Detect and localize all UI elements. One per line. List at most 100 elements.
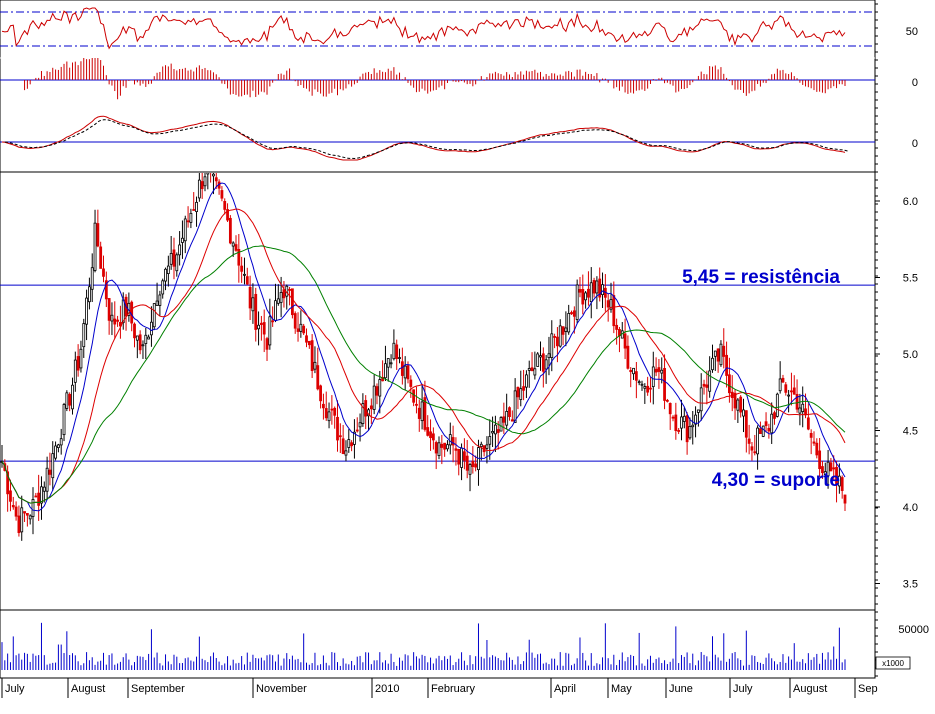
candle-body bbox=[378, 379, 382, 397]
candle-body bbox=[228, 217, 232, 244]
candle-body bbox=[259, 322, 263, 325]
candle-body bbox=[423, 397, 427, 430]
time-tick-label: August bbox=[793, 683, 827, 695]
time-tick-label: Sep bbox=[858, 683, 878, 695]
candle-body bbox=[420, 401, 424, 422]
candle-body bbox=[257, 324, 260, 330]
candle-body bbox=[155, 300, 159, 306]
candle-body bbox=[353, 431, 356, 445]
candle-body bbox=[434, 442, 438, 454]
candle-body bbox=[584, 292, 588, 301]
candle-body bbox=[88, 286, 91, 303]
candle-body bbox=[161, 280, 165, 295]
candle-body bbox=[358, 422, 362, 428]
candle-body bbox=[71, 384, 74, 410]
candle-body bbox=[606, 300, 610, 308]
candle-body bbox=[293, 313, 297, 329]
candle-body bbox=[210, 166, 212, 171]
price-layer bbox=[0, 166, 875, 541]
price-tick-label: 4.5 bbox=[903, 426, 918, 438]
candle-body bbox=[212, 173, 215, 177]
candle-body bbox=[527, 368, 531, 371]
candle-body bbox=[319, 385, 322, 402]
candle-body bbox=[736, 399, 740, 411]
candle-body bbox=[460, 447, 463, 468]
candle-body bbox=[663, 368, 666, 401]
candle-body bbox=[767, 427, 771, 432]
candle-body bbox=[14, 506, 18, 517]
candle-body bbox=[592, 280, 596, 294]
candle-body bbox=[764, 421, 768, 427]
candle-body bbox=[437, 442, 441, 456]
candle-body bbox=[671, 416, 675, 419]
candle-body bbox=[502, 416, 506, 423]
candle-body bbox=[829, 462, 833, 472]
candle-body bbox=[835, 466, 838, 486]
candle-body bbox=[719, 343, 723, 366]
candle-body bbox=[327, 411, 331, 422]
candle-body bbox=[533, 368, 537, 376]
candle-body bbox=[601, 284, 604, 296]
candle-body bbox=[99, 246, 103, 269]
macd-line bbox=[1, 115, 846, 161]
candle-body bbox=[587, 288, 590, 298]
candle-body bbox=[798, 407, 802, 414]
candle-body bbox=[62, 404, 66, 436]
candle-body bbox=[282, 289, 286, 299]
candle-body bbox=[56, 444, 60, 448]
candle-body bbox=[93, 222, 97, 271]
candle-body bbox=[384, 363, 387, 379]
candle-body bbox=[150, 321, 153, 336]
candle-body bbox=[454, 448, 458, 451]
macd-axis-label: 0 bbox=[912, 138, 918, 150]
candle-body bbox=[364, 400, 368, 417]
candle-body bbox=[775, 393, 779, 417]
candle-body bbox=[725, 354, 728, 376]
candle-body bbox=[324, 408, 328, 419]
candle-body bbox=[541, 353, 545, 372]
candle-body bbox=[713, 350, 717, 357]
candle-body bbox=[9, 490, 12, 502]
candle-body bbox=[575, 284, 579, 320]
candle-body bbox=[400, 361, 404, 376]
candle-body bbox=[479, 443, 483, 447]
candle-body bbox=[773, 412, 776, 419]
candle-body bbox=[634, 371, 638, 381]
panel-frames bbox=[0, 0, 876, 679]
candle-body bbox=[20, 507, 24, 533]
candle-body bbox=[237, 249, 241, 266]
time-tick-label: November bbox=[256, 683, 307, 695]
candle-body bbox=[415, 403, 418, 406]
candle-body bbox=[691, 424, 695, 428]
candle-body bbox=[102, 268, 105, 277]
price-panel-frame bbox=[0, 171, 876, 611]
candle-body bbox=[135, 335, 139, 341]
candle-body bbox=[668, 402, 672, 415]
candle-body bbox=[539, 355, 542, 358]
candle-body bbox=[699, 387, 703, 412]
candle-body bbox=[51, 453, 55, 479]
candle-body bbox=[570, 312, 573, 315]
oscillator-axis-label: 50 bbox=[906, 26, 918, 38]
candle-body bbox=[716, 348, 720, 362]
candle-body bbox=[28, 515, 32, 520]
time-tick-label: May bbox=[611, 683, 632, 695]
candle-body bbox=[172, 249, 176, 267]
candle-body bbox=[389, 362, 393, 365]
candle-body bbox=[451, 437, 455, 446]
candle-body bbox=[787, 394, 791, 397]
macd-signal-line bbox=[4, 119, 849, 160]
candle-body bbox=[333, 407, 337, 416]
time-tick-label: June bbox=[669, 683, 693, 695]
candle-body bbox=[381, 377, 385, 382]
candle-body bbox=[251, 297, 255, 312]
candle-body bbox=[471, 460, 475, 467]
candle-body bbox=[181, 237, 184, 243]
candle-body bbox=[747, 438, 751, 444]
candle-body bbox=[598, 278, 602, 298]
candle-body bbox=[48, 469, 52, 475]
candle-body bbox=[536, 353, 540, 367]
candle-body bbox=[637, 381, 641, 384]
candle-body bbox=[711, 357, 714, 371]
oscillator-line bbox=[1, 7, 846, 50]
